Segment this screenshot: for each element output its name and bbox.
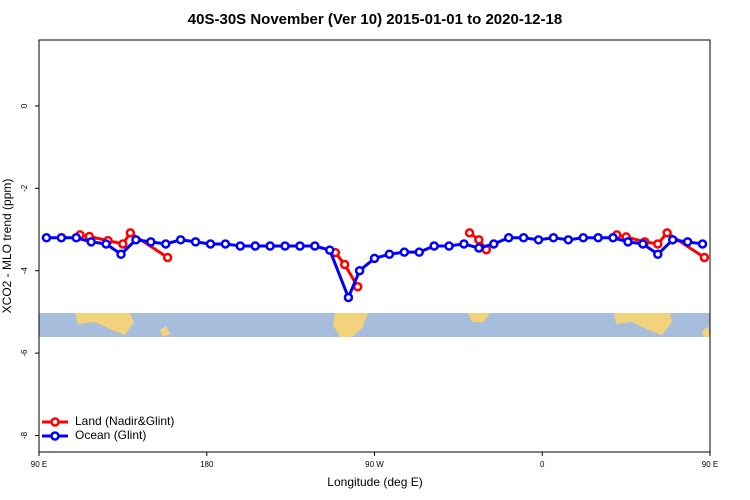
point xyxy=(697,239,708,249)
point xyxy=(593,233,603,243)
point xyxy=(548,233,559,243)
legend-label: Land (Nadir&Glint) xyxy=(75,414,174,428)
point xyxy=(265,241,275,251)
point xyxy=(339,259,350,270)
point xyxy=(118,239,128,249)
point xyxy=(235,241,246,251)
point xyxy=(682,237,693,247)
y-tick-label: -8 xyxy=(20,431,29,439)
point xyxy=(518,233,529,243)
point xyxy=(116,249,126,259)
y-axis-label: XCO2 - MLO trend (ppm) xyxy=(0,179,14,314)
point xyxy=(414,247,424,257)
point xyxy=(162,252,173,263)
point xyxy=(56,233,67,243)
point xyxy=(41,233,52,243)
x-tick-label: 90 E xyxy=(702,460,718,469)
point xyxy=(190,237,201,247)
series-line xyxy=(46,236,703,302)
point xyxy=(280,241,290,251)
point xyxy=(220,239,231,249)
point xyxy=(653,249,663,259)
point xyxy=(125,228,136,238)
y-tick-label: 0 xyxy=(20,103,29,108)
x-tick-label: 90 E xyxy=(31,460,47,469)
legend-label: Ocean (Glint) xyxy=(75,428,146,442)
point xyxy=(638,239,648,249)
point xyxy=(325,245,335,255)
point xyxy=(343,292,354,303)
point xyxy=(464,228,475,238)
point xyxy=(146,237,156,247)
point xyxy=(86,237,96,247)
point xyxy=(444,241,454,251)
point xyxy=(429,241,439,251)
y-tick-label: -4 xyxy=(20,267,29,275)
x-axis-label: Longitude (deg E) xyxy=(327,475,422,489)
point xyxy=(563,235,574,245)
point xyxy=(533,235,544,245)
x-tick-label: 90 W xyxy=(365,460,384,469)
point xyxy=(384,249,395,259)
point xyxy=(489,239,499,249)
point xyxy=(699,252,710,263)
legend-marker xyxy=(50,431,60,441)
point xyxy=(369,253,380,264)
point xyxy=(578,233,589,243)
point xyxy=(662,228,672,238)
point xyxy=(205,239,216,249)
plot-frame xyxy=(38,39,711,453)
point xyxy=(459,239,469,249)
point xyxy=(175,235,186,245)
point xyxy=(623,237,633,247)
point xyxy=(667,235,678,245)
chart-title: 40S-30S November (Ver 10) 2015-01-01 to … xyxy=(188,11,562,28)
point xyxy=(474,235,484,245)
point xyxy=(131,235,141,245)
y-tick-label: -6 xyxy=(20,349,29,357)
point xyxy=(310,241,320,251)
map-strip xyxy=(39,313,710,337)
x-tick-label: 180 xyxy=(200,460,214,469)
point xyxy=(71,233,82,243)
x-tick-label: 0 xyxy=(540,460,545,469)
point xyxy=(295,241,305,251)
point xyxy=(250,241,260,251)
point xyxy=(653,239,663,249)
point xyxy=(101,239,111,249)
point xyxy=(503,233,514,243)
point xyxy=(474,243,484,253)
y-tick-label: -2 xyxy=(20,184,29,192)
point xyxy=(399,247,410,257)
point xyxy=(354,265,365,276)
legend-marker xyxy=(50,417,60,427)
point xyxy=(160,239,171,249)
point xyxy=(608,233,618,243)
